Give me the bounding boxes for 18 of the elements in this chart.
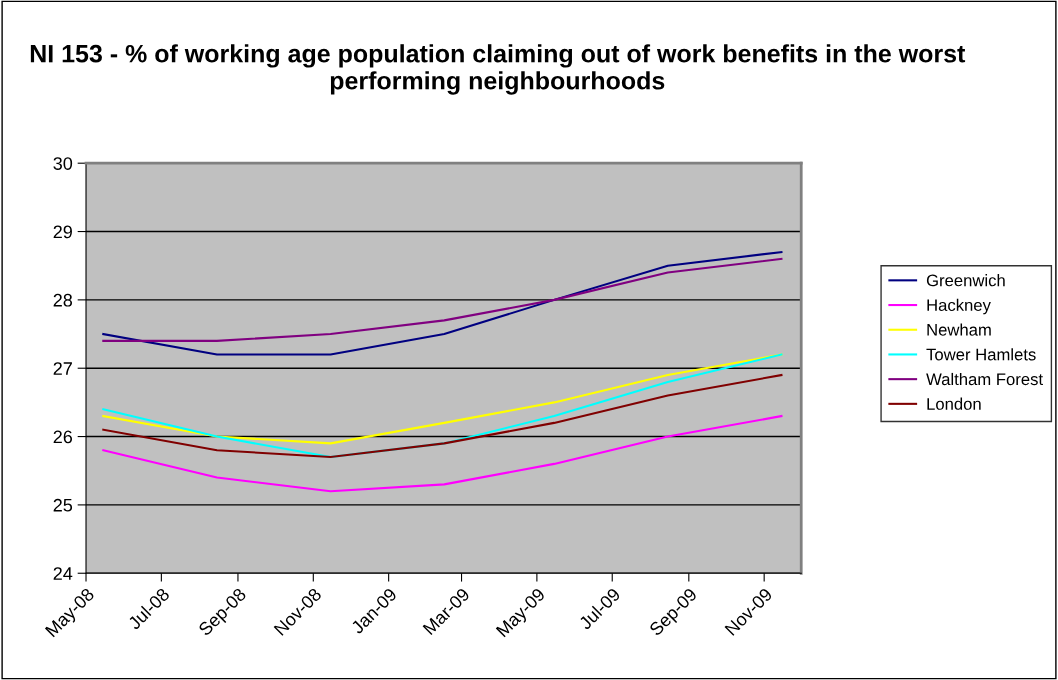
chart-title: NI 153 - % of working age population claiming out of work benefits in the worst performing neighbourhoods (30, 44, 966, 95)
y-tick-label: 29 (53, 225, 72, 239)
y-tick-label: 27 (53, 362, 72, 375)
legend-label: Newham (927, 323, 991, 336)
y-tick-label: 26 (53, 430, 73, 444)
legend-label: London (927, 397, 981, 410)
legend-label: Hackney (927, 298, 991, 315)
y-tick-label: 28 (53, 293, 73, 307)
line-series (102, 251, 783, 356)
legend-label: Waltham Forest (926, 372, 1043, 386)
y-tick-label: 25 (53, 498, 73, 512)
line-series (102, 374, 783, 459)
y-tick-label: 30 (53, 157, 73, 170)
line-series (102, 257, 783, 342)
y-tick-label: 24 (53, 567, 73, 580)
legend-label: Greenwich (926, 274, 1005, 287)
line-series (102, 415, 783, 493)
legend-label: Tower Hamlets (926, 348, 1036, 361)
